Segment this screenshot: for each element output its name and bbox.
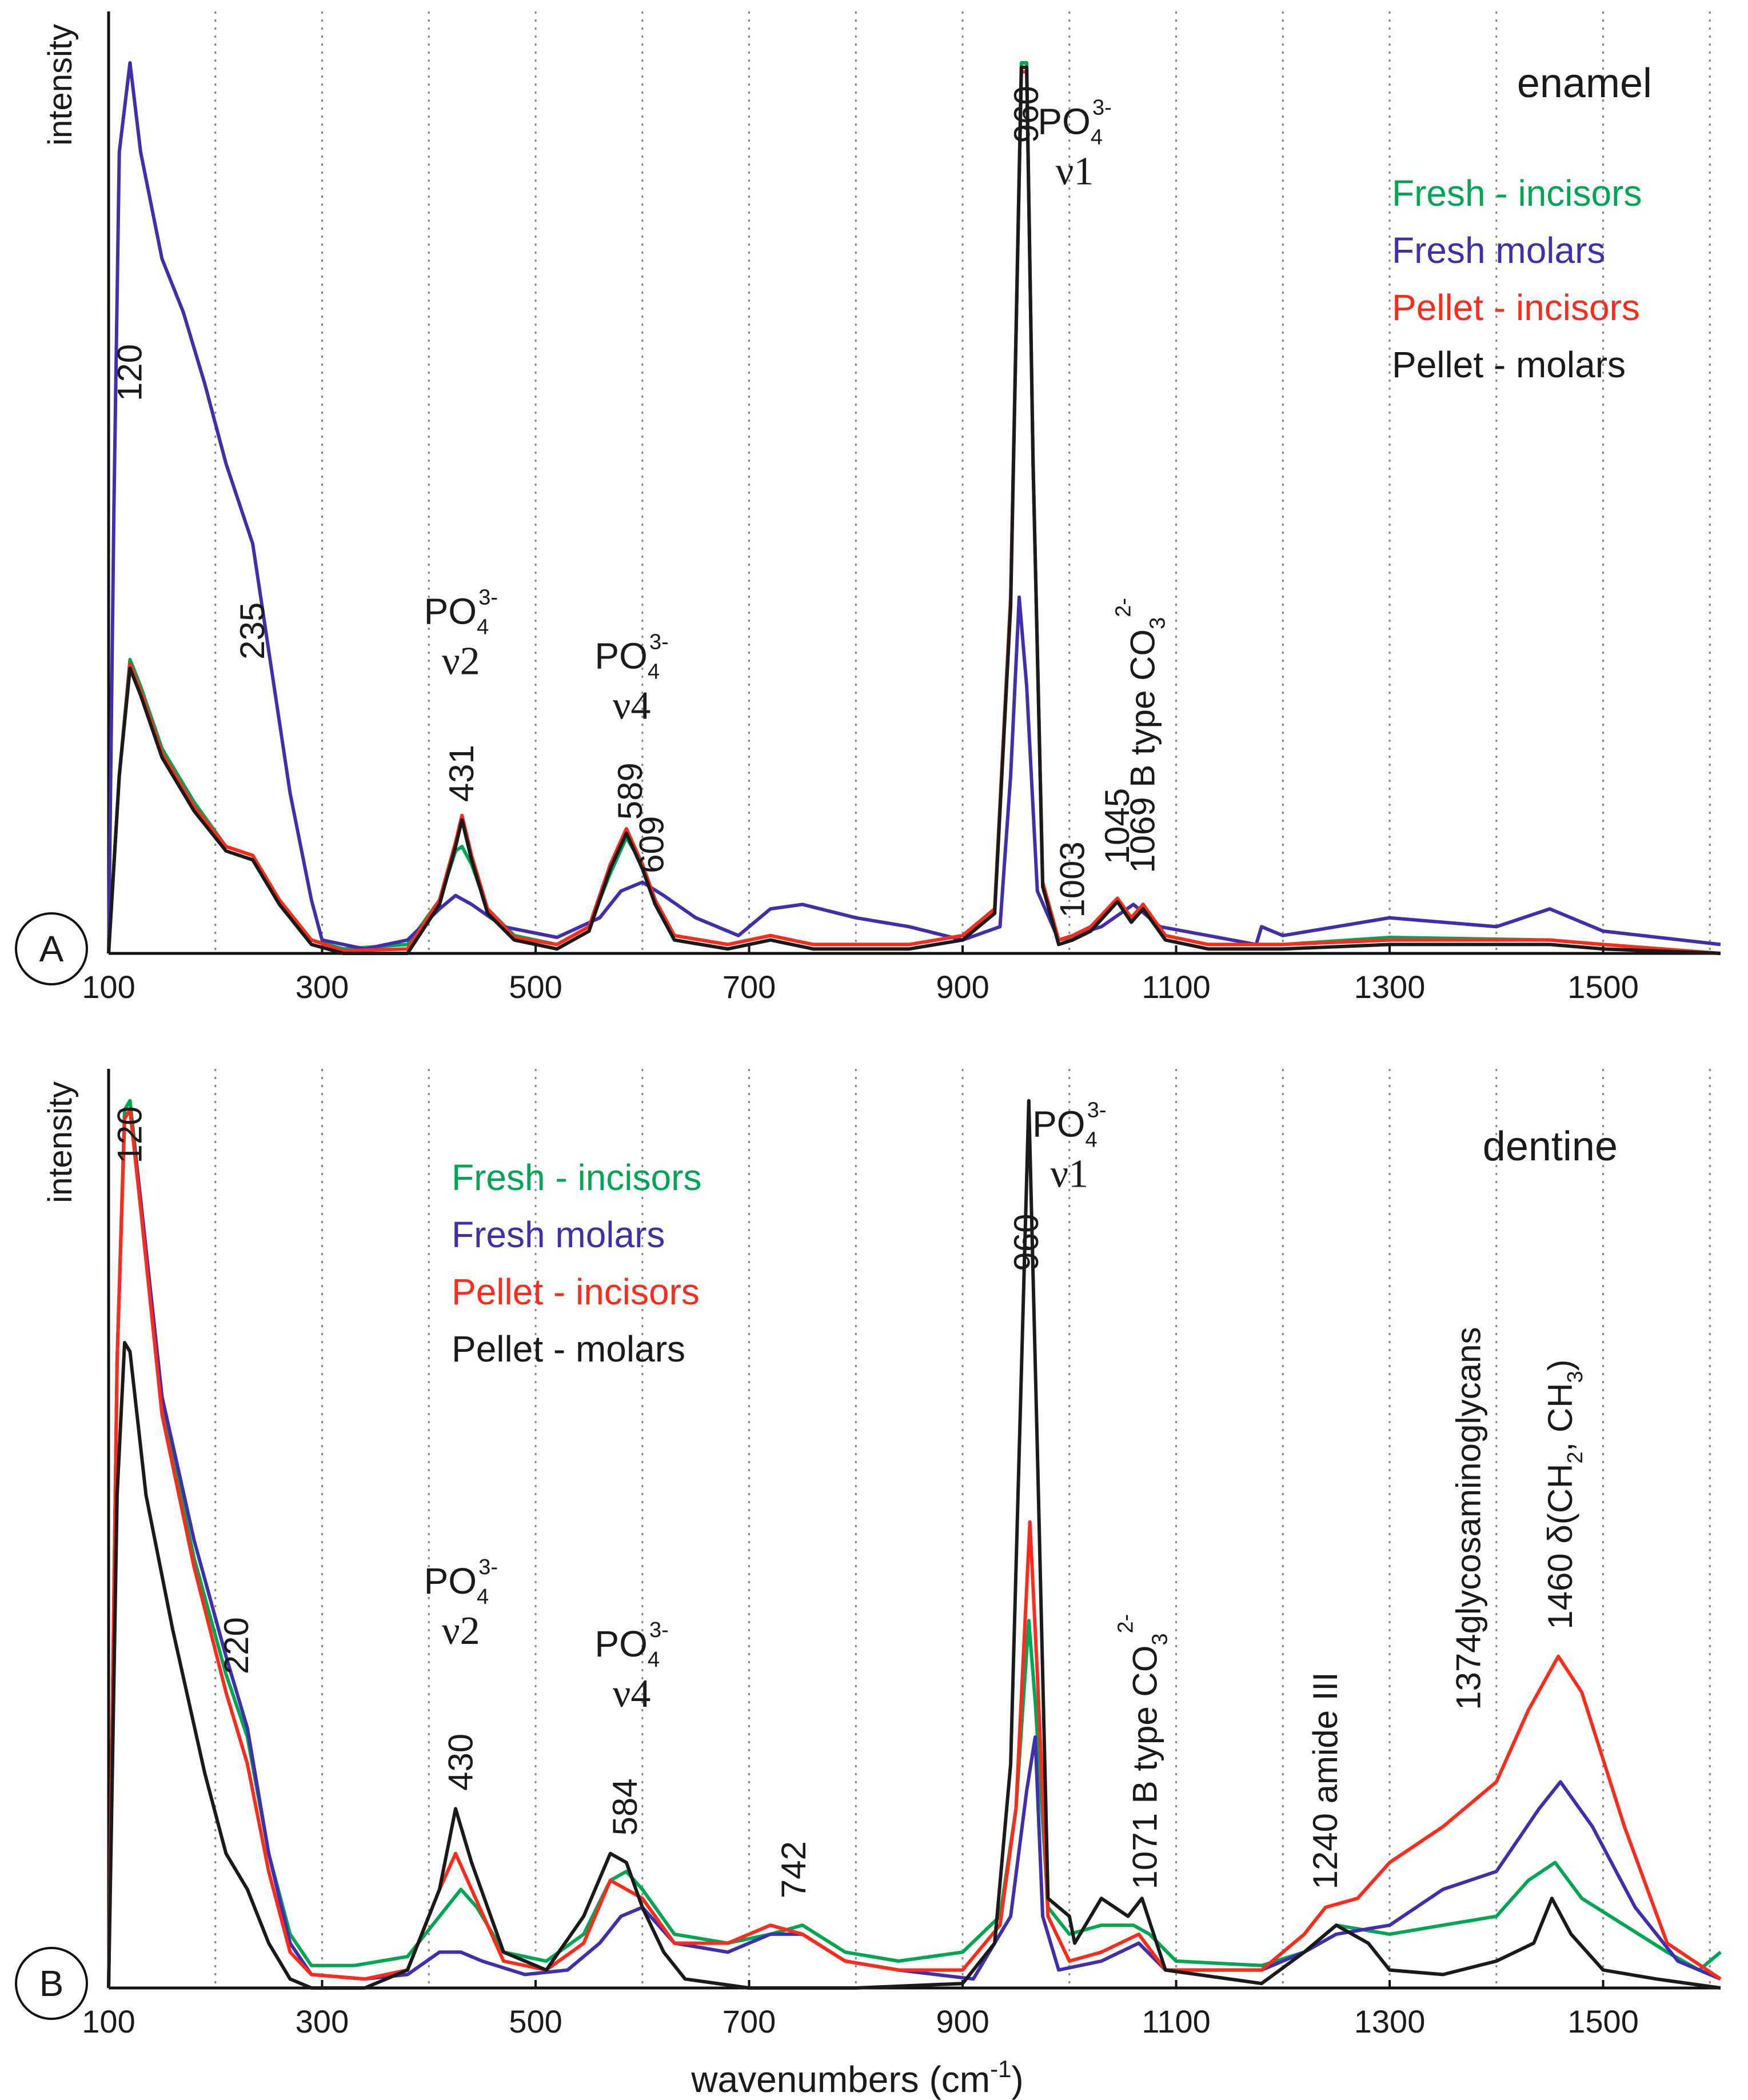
x-axis-label: wavenumbers (cm-1) [691,2055,1023,2100]
panel-b-dentine: 100 300 500 700 900 1100 1300 1500 intensity Bden… [15,1069,1722,2039]
x-tick-label: 500 [509,2003,562,2039]
panel-title: dentine [1483,1124,1618,1169]
legend-entry: Fresh - incisors [452,1157,701,1198]
panel-a-enamel: 100 300 500 700 900 1100 1300 1500 intensity Aena… [15,11,1721,1005]
x-tick-label: 1300 [1354,2003,1426,2039]
x-tick-label: 700 [723,969,776,1005]
peak-label: 609 [633,816,671,873]
x-tick-label: 900 [936,969,989,1005]
x-tick-label: 1500 [1567,969,1639,1005]
series-line-fresh-molars [107,61,1721,954]
panel-letter-circle [15,912,88,985]
band-label: PO43- [594,630,668,684]
panel-title: enamel [1517,61,1652,106]
series-line-pellet-incisors [107,70,1721,955]
panel-letter: A [39,928,64,969]
panel-letter-circle [15,1947,88,2020]
peak-label: 960 [1007,86,1045,143]
band-label: PO43- [424,1555,498,1609]
band-mode-label: ν4 [613,684,651,728]
band-mode-label: ν4 [613,1672,651,1716]
x-tick-label: 1500 [1567,2003,1639,2039]
series-line-pellet-molars [107,65,1721,955]
series-line-fresh-molars [107,1108,1722,1989]
y-axis-label: intensity [42,1081,79,1203]
peak-label: 742 [775,1841,813,1898]
x-tick-label: 300 [296,2003,349,2039]
band-label: PO43- [424,586,498,640]
band-mode-label: ν2 [442,1609,480,1653]
band-mode-label: ν1 [1056,150,1094,194]
x-tick-label: 1100 [1142,969,1210,1005]
legend-entry: Fresh - incisors [1392,173,1642,214]
x-tick-label: 300 [296,969,349,1005]
peak-label: 584 [606,1778,644,1835]
peak-label: 1003 [1053,841,1091,917]
peak-label: 589 [611,762,649,820]
x-tick-label: 700 [723,2003,776,2039]
peak-label: 1045 [1098,788,1136,864]
legend-entry: Pellet - molars [1392,344,1626,385]
peak-label: 1071 B type CO32- [1114,1614,1172,1890]
x-tick-label: 100 [82,2003,135,2039]
x-tick-label: 1300 [1354,969,1426,1005]
band-label: PO43- [594,1618,668,1672]
peak-label: 430 [441,1734,480,1791]
peak-label: 431 [442,745,481,802]
band-label: PO43- [1037,96,1111,150]
legend-entry: Fresh molars [1392,230,1605,271]
peak-label: 220 [217,1617,256,1674]
peak-label: 120 [110,344,149,401]
x-tick-label: 100 [82,969,135,1005]
legend-entry: Fresh molars [452,1214,665,1255]
peak-label: 120 [110,1106,149,1163]
peak-label: 1069 B type CO32- [1112,598,1170,873]
peak-label: 1374glycosaminoglycans [1449,1327,1487,1710]
legend-entry: Pellet - incisors [452,1271,700,1312]
band-mode-label: ν2 [442,640,480,684]
peak-label: 1460 δ(CH2, CH3) [1541,1359,1587,1629]
peak-label: 960 [1007,1213,1045,1271]
panel-letter: B [39,1963,64,2004]
x-tick-label: 500 [509,969,562,1005]
series-line-pellet-incisors [107,1108,1722,1989]
band-label: PO43- [1032,1098,1106,1152]
legend-entry: Pellet - molars [452,1328,685,1370]
x-tick-label: 900 [936,2003,989,2039]
peak-label: 1240 amide III [1306,1672,1344,1889]
x-tick-label: 1100 [1142,2003,1210,2039]
legend-entry: Pellet - incisors [1392,287,1640,328]
series-line-pellet-molars [107,1099,1721,1990]
peak-label: 235 [233,602,272,660]
band-mode-label: ν1 [1050,1152,1088,1196]
y-axis-label: intensity [42,24,79,146]
